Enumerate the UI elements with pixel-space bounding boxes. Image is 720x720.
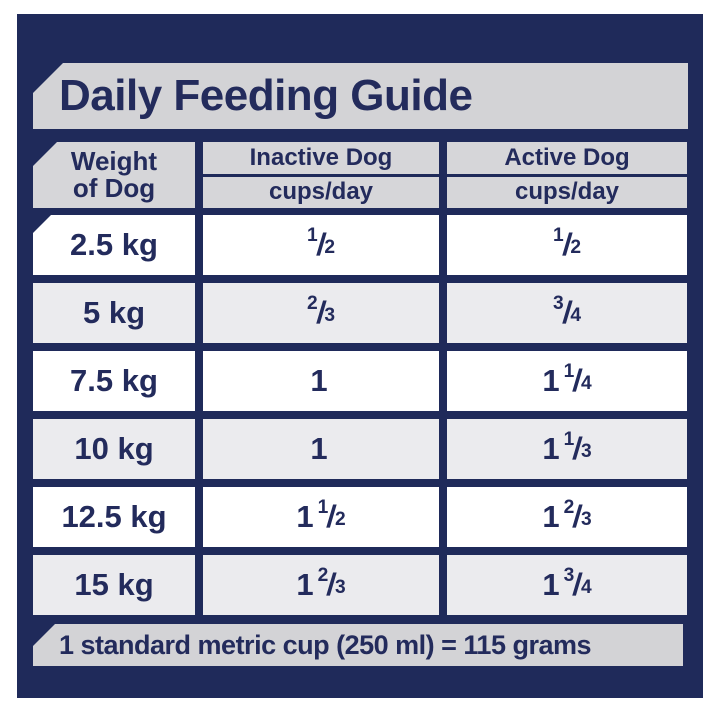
active-dog-unit: cups/day [514,178,620,206]
inactive-dog-header-cell: Inactive Dog cups/day [203,142,439,208]
weight-cell: 12.5 kg [33,487,195,547]
whole-number: 1 [310,431,328,466]
fraction-numerator: 2 [317,564,329,586]
active-dog-header-cell: Active Dog cups/day [447,142,687,208]
inactive-dog-unit: cups/day [268,178,374,206]
fraction-denominator: 2 [334,509,346,531]
weight-header-cell: Weight of Dog [33,142,195,208]
whole-number: 1 [296,567,314,602]
weight-header-line2: of Dog [72,173,156,203]
fraction-denominator: 4 [580,577,592,599]
header-divider [447,173,687,177]
weight-header-line1: Weight [70,145,158,176]
whole-number: 1 [542,499,560,534]
fraction-numerator: 1 [317,496,329,518]
fraction-denominator: 3 [334,577,346,599]
table-row: 12.5 kg 1 1/2 1 2/3 [33,487,688,547]
inactive-value-cell: 1 1/2 [203,487,439,547]
footnote-banner: 1 standard metric cup (250 ml) = 115 gra… [33,624,683,666]
weight-cell: 10 kg [33,419,195,479]
whole-number: 1 [542,363,560,398]
active-value-cell: 1 2/3 [447,487,687,547]
inactive-value-cell: 1 [203,419,439,479]
table-row: 2.5 kg 1/2 1/2 [33,215,688,275]
fraction-numerator: 2 [307,292,318,314]
weight-cell: 15 kg [33,555,195,615]
inactive-value-cell: 1 2/3 [203,555,439,615]
table-row: 15 kg 1 2/3 1 3/4 [33,555,688,615]
whole-number: 1 [542,431,560,466]
weight-cell: 7.5 kg [33,351,195,411]
inactive-value-cell: 1/2 [203,215,439,275]
fraction-numerator: 1 [553,224,564,246]
inactive-value-cell: 2/3 [203,283,439,343]
active-value-cell: 3/4 [447,283,687,343]
whole-number: 1 [542,567,560,602]
fraction-numerator: 1 [563,360,575,382]
weight-cell: 2.5 kg [33,215,195,275]
fraction-numerator: 3 [563,564,575,586]
table-row: 10 kg 1 1 1/3 [33,419,688,479]
table-body: 2.5 kg 1/2 1/2 5 kg 2/3 3/4 7.5 kg 1 1 1/… [33,215,688,615]
active-value-cell: 1 3/4 [447,555,687,615]
whole-number: 1 [296,499,314,534]
weight-cell: 5 kg [33,283,195,343]
feeding-guide-panel: Daily Feeding Guide Weight of Dog Inacti… [17,14,703,698]
fraction-denominator: 3 [580,441,592,463]
page-title: Daily Feeding Guide [59,71,473,120]
fraction-denominator: 3 [580,509,592,531]
whole-number: 1 [310,363,328,398]
fraction-denominator: 3 [324,305,335,327]
table-row: 7.5 kg 1 1 1/4 [33,351,688,411]
title-banner: Daily Feeding Guide [33,63,688,129]
inactive-value-cell: 1 [203,351,439,411]
active-value-cell: 1 1/3 [447,419,687,479]
active-dog-label: Active Dog [504,143,630,171]
fraction-numerator: 3 [553,292,564,314]
inactive-dog-label: Inactive Dog [249,143,393,171]
fraction-numerator: 1 [563,428,575,450]
header-divider [203,173,439,177]
table-header-row: Weight of Dog Inactive Dog cups/day Acti… [33,142,688,208]
active-value-cell: 1 1/4 [447,351,687,411]
footnote-text: 1 standard metric cup (250 ml) = 115 gra… [59,629,592,660]
fraction-numerator: 2 [563,496,575,518]
fraction-denominator: 4 [580,373,592,395]
fraction-denominator: 2 [570,237,581,259]
feeding-guide-content: Daily Feeding Guide Weight of Dog Inacti… [33,63,688,666]
fraction-numerator: 1 [307,224,318,246]
active-value-cell: 1/2 [447,215,687,275]
fraction-denominator: 4 [570,305,581,327]
table-row: 5 kg 2/3 3/4 [33,283,688,343]
fraction-denominator: 2 [324,237,335,259]
